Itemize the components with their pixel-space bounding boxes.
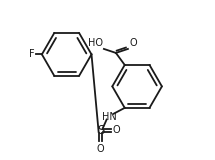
Text: HN: HN	[102, 112, 117, 122]
Text: F: F	[29, 49, 34, 59]
Text: S: S	[97, 124, 104, 137]
Text: O: O	[112, 125, 120, 135]
Text: O: O	[129, 38, 137, 48]
Text: O: O	[97, 144, 104, 154]
Text: HO: HO	[88, 38, 103, 48]
